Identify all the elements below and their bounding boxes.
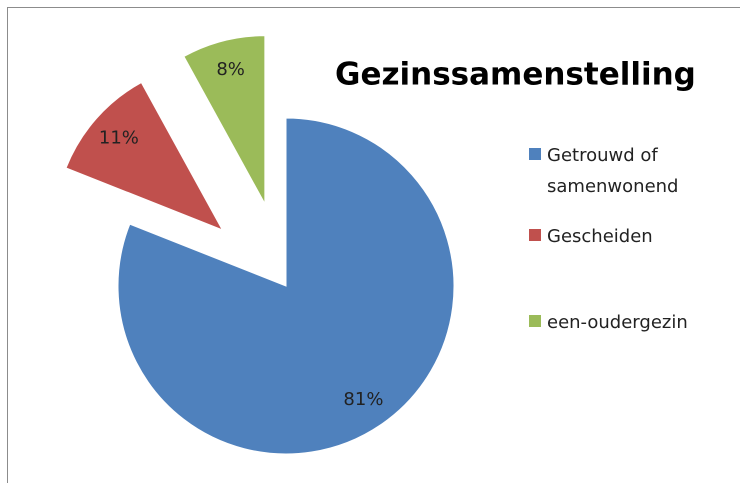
pie-slice	[117, 117, 455, 455]
legend-swatch	[529, 229, 541, 241]
legend-label: een-oudergezin	[547, 312, 688, 333]
legend-item: Gescheiden	[529, 221, 717, 252]
pie-slice	[183, 35, 266, 204]
data-label: 8%	[216, 59, 245, 80]
legend-swatch	[529, 315, 541, 327]
chart-title: Gezinssamenstelling	[335, 57, 696, 93]
legend-item: een-oudergezin	[529, 307, 717, 338]
data-label: 81%	[343, 389, 383, 410]
legend-swatch	[529, 148, 541, 160]
legend-label: Gescheiden	[547, 226, 653, 247]
legend-label: Getrouwd of samenwonend	[547, 145, 679, 197]
pie-slice	[65, 81, 224, 231]
data-label: 11%	[99, 128, 139, 149]
legend-item: Getrouwd of samenwonend	[529, 140, 717, 202]
